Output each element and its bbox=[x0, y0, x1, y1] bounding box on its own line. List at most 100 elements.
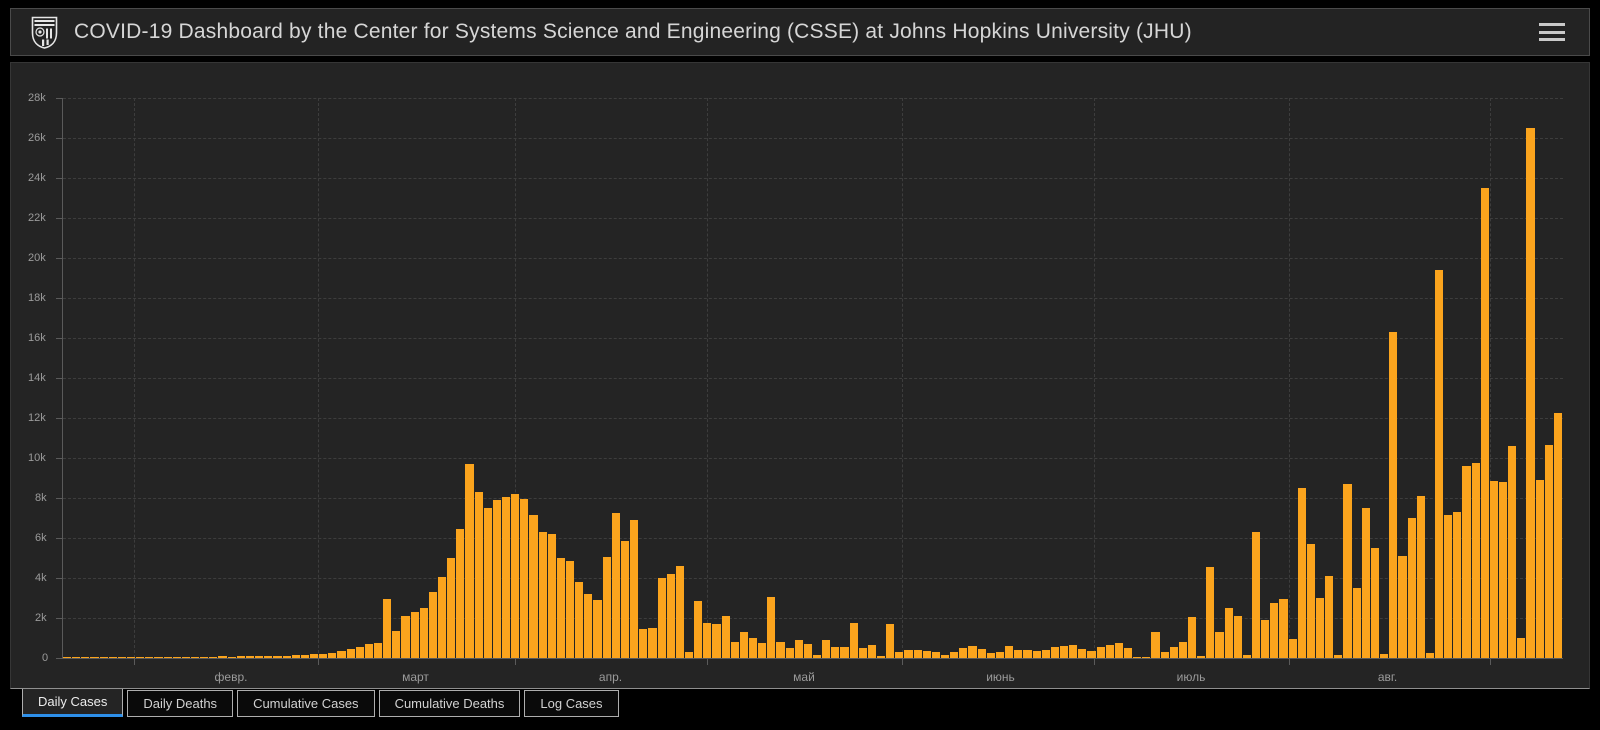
daily-cases-bar[interactable] bbox=[1416, 496, 1425, 658]
daily-cases-bar[interactable] bbox=[1270, 603, 1279, 658]
daily-cases-bar[interactable] bbox=[1398, 556, 1407, 658]
daily-cases-bar[interactable] bbox=[1032, 651, 1041, 658]
daily-cases-bar[interactable] bbox=[1334, 655, 1343, 658]
daily-cases-bar[interactable] bbox=[1279, 599, 1288, 658]
daily-cases-bar[interactable] bbox=[191, 657, 200, 658]
daily-cases-bar[interactable] bbox=[1508, 446, 1517, 658]
daily-cases-bar[interactable] bbox=[1050, 647, 1059, 658]
daily-cases-bar[interactable] bbox=[456, 529, 465, 658]
daily-cases-bar[interactable] bbox=[1178, 642, 1187, 658]
daily-cases-bar[interactable] bbox=[1233, 616, 1242, 658]
daily-cases-bar[interactable] bbox=[346, 649, 355, 658]
daily-cases-bar[interactable] bbox=[245, 656, 255, 658]
daily-cases-bar[interactable] bbox=[1105, 645, 1114, 658]
daily-cases-bar[interactable] bbox=[236, 656, 245, 658]
daily-cases-bar[interactable] bbox=[1306, 544, 1316, 658]
daily-cases-bar[interactable] bbox=[72, 657, 81, 658]
daily-cases-bar[interactable] bbox=[529, 515, 538, 658]
daily-cases-bar[interactable] bbox=[547, 534, 556, 658]
daily-cases-bar[interactable] bbox=[1142, 657, 1151, 658]
daily-cases-bar[interactable] bbox=[1553, 413, 1562, 658]
daily-cases-bar[interactable] bbox=[858, 648, 867, 658]
daily-cases-bar[interactable] bbox=[154, 657, 163, 658]
daily-cases-bar[interactable] bbox=[328, 653, 337, 658]
daily-cases-bar[interactable] bbox=[1480, 188, 1489, 658]
daily-cases-bar[interactable] bbox=[1343, 484, 1352, 658]
daily-cases-bar[interactable] bbox=[904, 650, 913, 658]
daily-cases-bar[interactable] bbox=[840, 647, 849, 658]
daily-cases-bar[interactable] bbox=[602, 557, 611, 658]
daily-cases-bar[interactable] bbox=[218, 656, 227, 658]
daily-cases-bar[interactable] bbox=[1096, 647, 1105, 658]
daily-cases-bar[interactable] bbox=[566, 561, 575, 658]
daily-cases-bar[interactable] bbox=[127, 657, 136, 658]
daily-cases-bar[interactable] bbox=[355, 647, 364, 658]
daily-cases-bar[interactable] bbox=[300, 655, 309, 658]
daily-cases-bar[interactable] bbox=[1059, 646, 1069, 658]
daily-cases-bar[interactable] bbox=[794, 640, 803, 658]
daily-cases-bar[interactable] bbox=[776, 642, 785, 658]
daily-cases-bar[interactable] bbox=[108, 657, 117, 658]
daily-cases-bar[interactable] bbox=[1462, 466, 1471, 658]
daily-cases-bar[interactable] bbox=[1252, 532, 1261, 658]
daily-cases-bar[interactable] bbox=[81, 657, 90, 658]
daily-cases-bar[interactable] bbox=[383, 599, 392, 658]
daily-cases-bar[interactable] bbox=[886, 624, 895, 658]
daily-cases-bar[interactable] bbox=[474, 492, 483, 658]
daily-cases-bar[interactable] bbox=[803, 644, 812, 658]
daily-cases-bar[interactable] bbox=[721, 616, 730, 658]
daily-cases-bar[interactable] bbox=[401, 616, 410, 658]
daily-cases-bar[interactable] bbox=[1242, 655, 1252, 658]
daily-cases-bar[interactable] bbox=[913, 650, 922, 658]
daily-cases-bar[interactable] bbox=[684, 652, 694, 658]
daily-cases-bar[interactable] bbox=[1288, 639, 1297, 658]
daily-cases-bar[interactable] bbox=[291, 655, 300, 658]
daily-cases-bar[interactable] bbox=[1453, 512, 1462, 658]
daily-cases-bar[interactable] bbox=[502, 497, 511, 658]
daily-cases-bar[interactable] bbox=[867, 645, 877, 658]
daily-cases-bar[interactable] bbox=[877, 656, 886, 658]
daily-cases-bar[interactable] bbox=[492, 500, 502, 658]
daily-cases-bar[interactable] bbox=[785, 648, 794, 658]
daily-cases-bar[interactable] bbox=[1389, 332, 1398, 658]
daily-cases-bar[interactable] bbox=[1069, 645, 1078, 658]
daily-cases-bar[interactable] bbox=[1361, 508, 1370, 658]
daily-cases-bar[interactable] bbox=[675, 566, 684, 658]
daily-cases-bar[interactable] bbox=[977, 649, 986, 658]
daily-cases-bar[interactable] bbox=[931, 652, 941, 658]
daily-cases-bar[interactable] bbox=[950, 652, 959, 658]
daily-cases-bar[interactable] bbox=[438, 577, 447, 658]
daily-cases-bar[interactable] bbox=[511, 494, 520, 658]
daily-cases-bar[interactable] bbox=[136, 657, 145, 658]
daily-cases-bar[interactable] bbox=[1535, 480, 1544, 658]
daily-cases-bar[interactable] bbox=[666, 574, 675, 658]
daily-cases-bar[interactable] bbox=[428, 592, 437, 658]
daily-cases-bar[interactable] bbox=[1517, 638, 1526, 658]
daily-cases-bar[interactable] bbox=[145, 657, 154, 658]
daily-cases-bar[interactable] bbox=[730, 642, 739, 658]
daily-cases-bar[interactable] bbox=[648, 628, 657, 658]
daily-cases-bar[interactable] bbox=[1498, 482, 1508, 658]
daily-cases-bar[interactable] bbox=[1407, 518, 1416, 658]
daily-cases-bar[interactable] bbox=[968, 646, 977, 658]
tab-log-cases[interactable]: Log Cases bbox=[524, 690, 619, 717]
daily-cases-bar[interactable] bbox=[337, 651, 346, 658]
daily-cases-bar[interactable] bbox=[90, 657, 99, 658]
daily-cases-bar[interactable] bbox=[1316, 598, 1325, 658]
daily-cases-bar[interactable] bbox=[1261, 620, 1270, 658]
tab-cumulative-deaths[interactable]: Cumulative Deaths bbox=[378, 690, 521, 717]
daily-cases-bar[interactable] bbox=[593, 600, 602, 658]
daily-cases-bar[interactable] bbox=[1133, 657, 1142, 658]
daily-cases-bar[interactable] bbox=[117, 657, 127, 658]
daily-cases-bar[interactable] bbox=[1380, 654, 1389, 658]
daily-cases-bar[interactable] bbox=[831, 647, 840, 658]
daily-cases-bar[interactable] bbox=[1014, 650, 1023, 658]
daily-cases-bar[interactable] bbox=[392, 631, 401, 658]
daily-cases-bar[interactable] bbox=[1114, 643, 1123, 658]
daily-cases-bar[interactable] bbox=[1471, 463, 1480, 658]
daily-cases-bar[interactable] bbox=[1023, 650, 1032, 658]
daily-cases-bar[interactable] bbox=[620, 541, 630, 658]
daily-cases-bar[interactable] bbox=[1215, 632, 1224, 658]
daily-cases-bar[interactable] bbox=[373, 643, 383, 658]
daily-cases-bar[interactable] bbox=[465, 464, 474, 658]
